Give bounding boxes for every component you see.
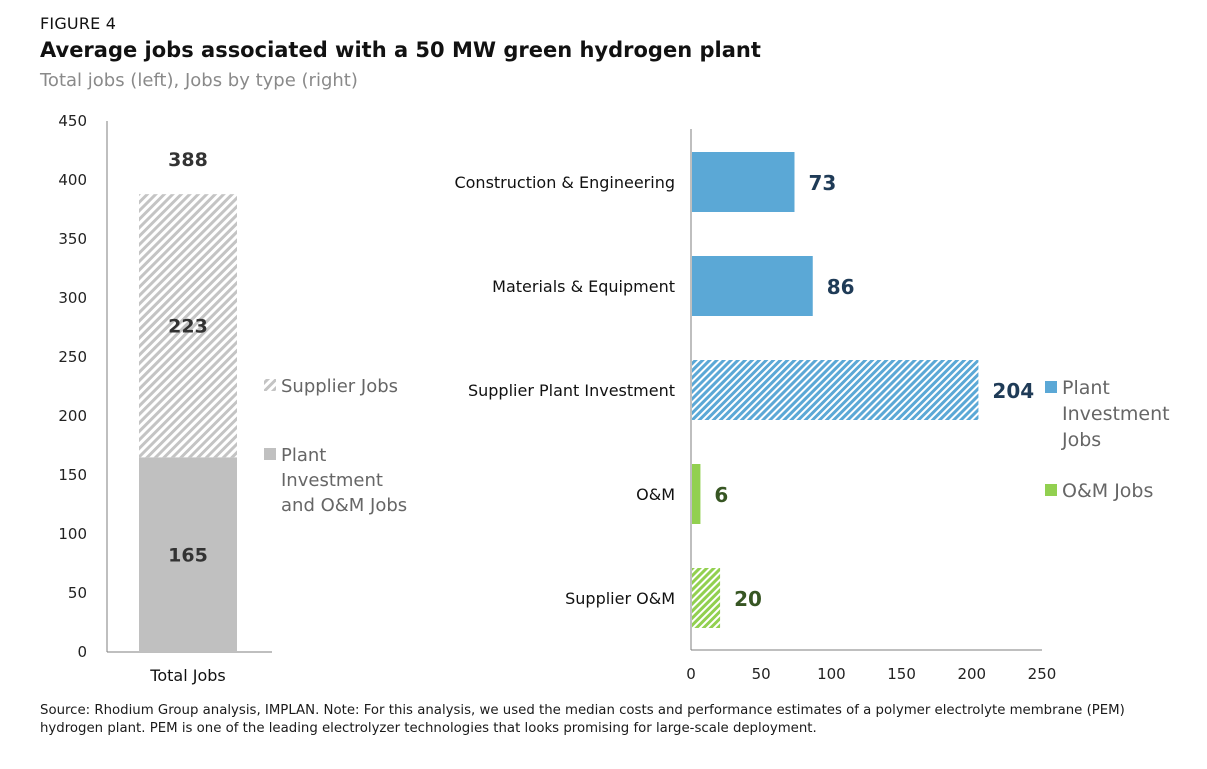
y-tick-label: 450: [58, 112, 87, 130]
x-tick-label: 250: [1028, 665, 1057, 683]
left-stacked-bar-chart: 0 50 100 150 200 250 300 350 400 450 165 223 388 Tota…: [58, 112, 407, 685]
y-tick-label: 0: [77, 643, 87, 661]
y-tick-label: 50: [68, 584, 87, 602]
source-note: Source: Rhodium Group analysis, IMPLAN. …: [40, 703, 1125, 736]
bar-supplier-plant-investment: [692, 360, 979, 420]
legend-label: Plant: [1062, 377, 1110, 399]
x-category-label: Total Jobs: [149, 666, 225, 685]
category-label: Construction & Engineering: [454, 173, 675, 192]
bar-supplier-jobs: [139, 194, 237, 458]
legend-swatch: [264, 379, 276, 391]
data-label: 6: [714, 483, 728, 507]
legend-swatch: [1045, 484, 1057, 496]
legend-label: Investment: [281, 470, 383, 491]
chart-title: Average jobs associated with a 50 MW gre…: [40, 38, 761, 62]
legend-label: Investment: [1062, 403, 1170, 425]
figure-label: FIGURE 4: [40, 14, 117, 33]
y-tick-label: 350: [58, 230, 87, 248]
bar-construction-engineering: [692, 152, 795, 212]
bar-plant-om-jobs: [139, 457, 237, 652]
x-tick-label: 100: [817, 665, 846, 683]
x-tick-label: 200: [957, 665, 986, 683]
legend-label: O&M Jobs: [1062, 480, 1153, 502]
y-tick-label: 100: [58, 525, 87, 543]
bar-o-m: [692, 464, 701, 524]
data-label: 165: [168, 545, 208, 567]
data-label: 223: [168, 316, 208, 338]
legend-label: Supplier Jobs: [281, 376, 398, 397]
legend-swatch: [1045, 381, 1057, 393]
y-tick-label: 250: [58, 348, 87, 366]
y-tick-label: 200: [58, 407, 87, 425]
y-tick-label: 150: [58, 466, 87, 484]
bar-materials-equipment: [692, 256, 813, 316]
legend-label: and O&M Jobs: [281, 495, 407, 516]
right-horizontal-bar-chart: 0 50 100 150 200 250 Construction & Engineerin…: [454, 129, 1170, 683]
chart-subtitle: Total jobs (left), Jobs by type (right): [40, 70, 358, 91]
bar-supplier-o-m: [692, 568, 721, 628]
data-label: 204: [992, 379, 1034, 403]
x-tick-label: 50: [752, 665, 771, 683]
category-label: Materials & Equipment: [492, 277, 675, 296]
data-label: 73: [808, 171, 836, 195]
x-tick-label: 150: [887, 665, 916, 683]
x-tick-label: 0: [686, 665, 696, 683]
category-label: Supplier Plant Investment: [468, 381, 675, 400]
data-label: 86: [827, 275, 855, 299]
data-label: 20: [734, 587, 762, 611]
y-tick-label: 400: [58, 171, 87, 189]
legend-label: Jobs: [1061, 429, 1101, 451]
legend-swatch: [264, 448, 276, 460]
total-label: 388: [168, 149, 208, 171]
legend-label: Plant: [281, 445, 326, 466]
category-label: O&M: [636, 485, 675, 504]
category-label: Supplier O&M: [565, 589, 675, 608]
y-tick-label: 300: [58, 289, 87, 307]
